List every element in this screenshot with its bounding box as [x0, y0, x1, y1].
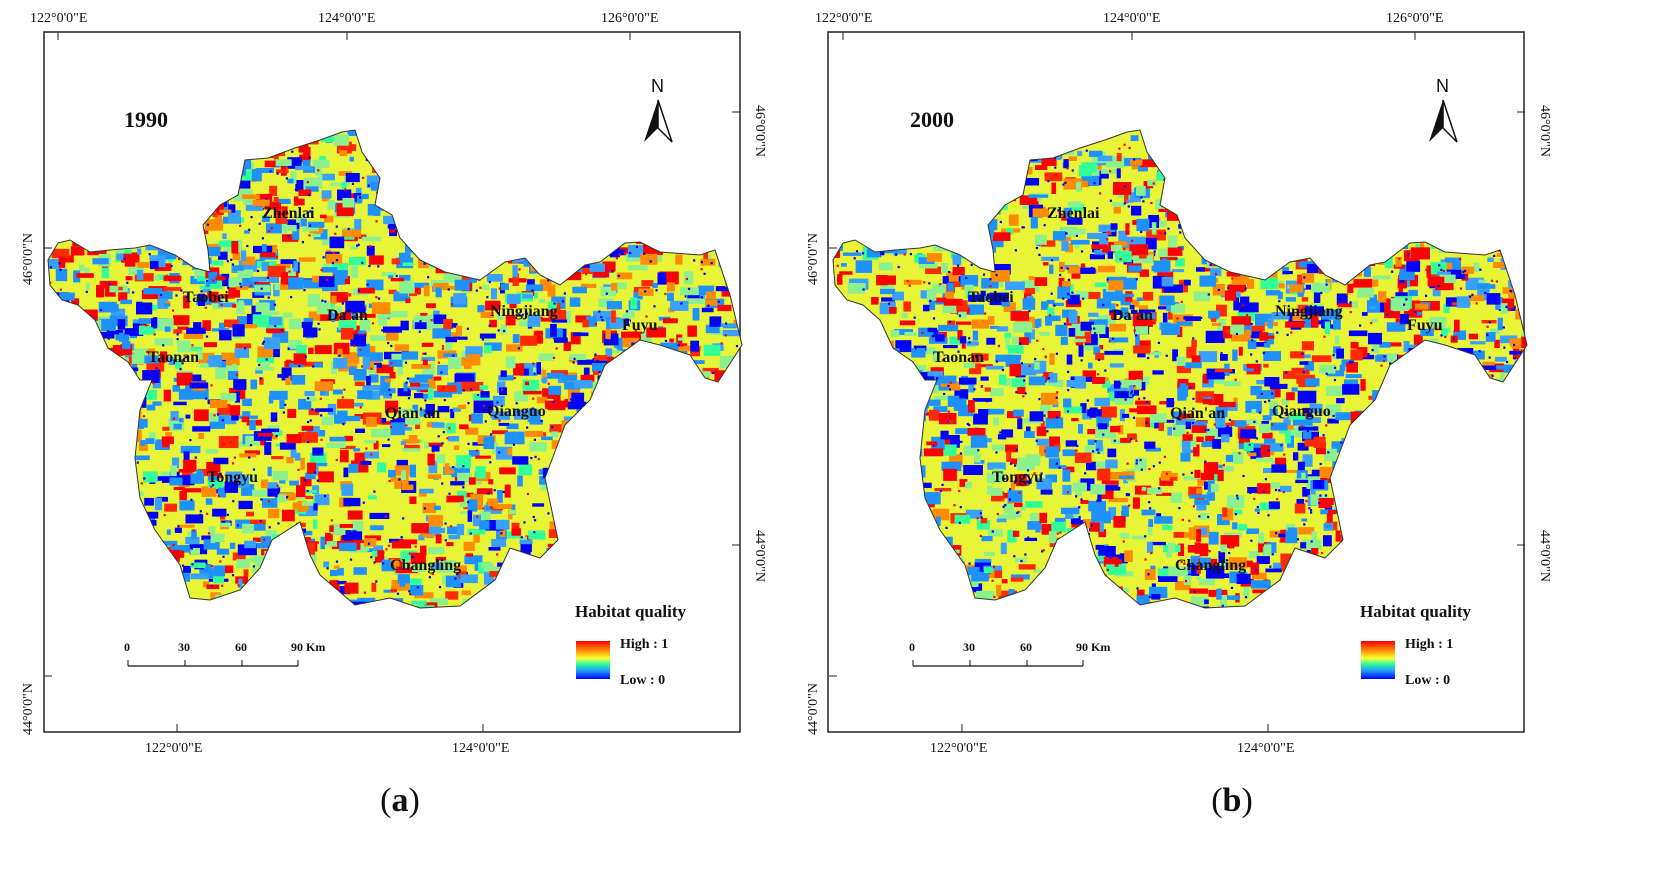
place-label: Taobei — [183, 289, 229, 306]
legend-color-ramp — [1361, 641, 1395, 679]
place-label: Qianguo — [1272, 403, 1331, 420]
scale-tick-30: 30 — [178, 640, 190, 654]
place-labels: Zhenlai Taobei Da'an Ningjiang Fuyu Taonan Qia… — [933, 205, 1443, 574]
scale-tick-90: 90 Km — [1076, 640, 1110, 654]
panel-caption: (a) — [380, 782, 420, 819]
graticule-label: 124°0'0"E — [318, 11, 375, 26]
graticule-label: 126°0'0"E — [1386, 11, 1443, 26]
north-arrow: N — [644, 76, 673, 143]
legend-high: High : 1 — [1405, 637, 1453, 652]
legend-title: Habitat quality — [575, 602, 686, 621]
map-panel-2000: 122°0'0"E 124°0'0"E 126°0'0"E 122°0'0"E 124°… — [806, 0, 1632, 896]
legend-color-ramp — [576, 641, 610, 679]
place-label: Tongyu — [207, 469, 258, 486]
place-label: Qianguo — [487, 403, 546, 420]
graticule-label: 122°0'0"E — [30, 11, 87, 26]
region-outline — [47, 129, 743, 609]
place-label: Qian'an — [1170, 405, 1225, 422]
north-arrow: N — [1429, 76, 1458, 143]
graticule-label: 44°0'0"N — [21, 683, 36, 735]
scale-tick-60: 60 — [1020, 640, 1032, 654]
place-labels: Zhenlai Taobei Da'an Ningjiang Fuyu Taonan Qia… — [148, 205, 658, 574]
graticule-label: 46°0'0"N — [806, 233, 821, 285]
scale-bar: 0 30 60 90 Km — [909, 640, 1110, 667]
graticule-ticks — [44, 32, 740, 732]
place-label: Ningjiang — [1275, 303, 1343, 320]
graticule-label: 124°0'0"E — [1103, 11, 1160, 26]
graticule-label: 126°0'0"E — [601, 11, 658, 26]
graticule-label: 46°0'0"N — [752, 105, 767, 157]
map-canvas: 122°0'0"E 124°0'0"E 126°0'0"E 122°0'0"E 124°… — [806, 11, 1552, 756]
place-label: Taonan — [933, 349, 984, 366]
legend-low: Low : 0 — [620, 673, 665, 688]
scale-tick-60: 60 — [235, 640, 247, 654]
graticule-label: 124°0'0"E — [452, 741, 509, 756]
graticule-label: 44°0'0"N — [1537, 530, 1552, 582]
graticule-label: 44°0'0"N — [752, 530, 767, 582]
graticule-label: 124°0'0"E — [1237, 741, 1294, 756]
north-arrow-icon — [644, 100, 658, 142]
place-label: Changling — [390, 557, 461, 574]
place-label: Changling — [1175, 557, 1246, 574]
graticule-label: 122°0'0"E — [815, 11, 872, 26]
scale-bar: 0 30 60 90 Km — [124, 640, 325, 667]
place-label: Fuyu — [1407, 317, 1443, 334]
map-canvas: 122°0'0"E 124°0'0"E 126°0'0"E 122°0'0"E 124°… — [21, 11, 767, 756]
graticule-labels: 122°0'0"E 124°0'0"E 126°0'0"E 122°0'0"E 124°… — [806, 11, 1552, 756]
north-label: N — [651, 76, 664, 96]
graticule-label: 122°0'0"E — [930, 741, 987, 756]
year-label: 2000 — [910, 107, 954, 132]
place-label: Ningjiang — [490, 303, 558, 320]
graticule-labels: 122°0'0"E 124°0'0"E 126°0'0"E 122°0'0"E 124°… — [21, 11, 767, 756]
scale-tick-0: 0 — [124, 640, 130, 654]
scale-tick-30: 30 — [963, 640, 975, 654]
legend: Habitat quality High : 1 Low : 0 — [1360, 602, 1471, 688]
place-label: Da'an — [1112, 307, 1153, 324]
place-label: Taobei — [968, 289, 1014, 306]
panel-caption: (b) — [1211, 782, 1253, 819]
legend-low: Low : 0 — [1405, 673, 1450, 688]
legend-title: Habitat quality — [1360, 602, 1471, 621]
map-panel-1990: 122°0'0"E 124°0'0"E 126°0'0"E 122°0'0"E 124°… — [0, 0, 800, 896]
graticule-ticks — [829, 32, 1525, 732]
graticule-label: 46°0'0"N — [21, 233, 36, 285]
place-label: Qian'an — [385, 405, 440, 422]
legend: Habitat quality High : 1 Low : 0 — [575, 602, 686, 688]
north-label: N — [1436, 76, 1449, 96]
place-label: Zhenlai — [1047, 205, 1100, 222]
place-label: Fuyu — [622, 317, 658, 334]
legend-high: High : 1 — [620, 637, 668, 652]
graticule-label: 122°0'0"E — [145, 741, 202, 756]
place-label: Tongyu — [992, 469, 1043, 486]
place-label: Zhenlai — [262, 205, 315, 222]
graticule-label: 46°0'0"N — [1537, 105, 1552, 157]
north-arrow-icon — [1429, 100, 1443, 142]
region-outline — [832, 129, 1528, 609]
place-label: Da'an — [327, 307, 368, 324]
year-label: 1990 — [124, 107, 168, 132]
scale-tick-0: 0 — [909, 640, 915, 654]
scale-tick-90: 90 Km — [291, 640, 325, 654]
place-label: Taonan — [148, 349, 199, 366]
graticule-label: 44°0'0"N — [806, 683, 821, 735]
